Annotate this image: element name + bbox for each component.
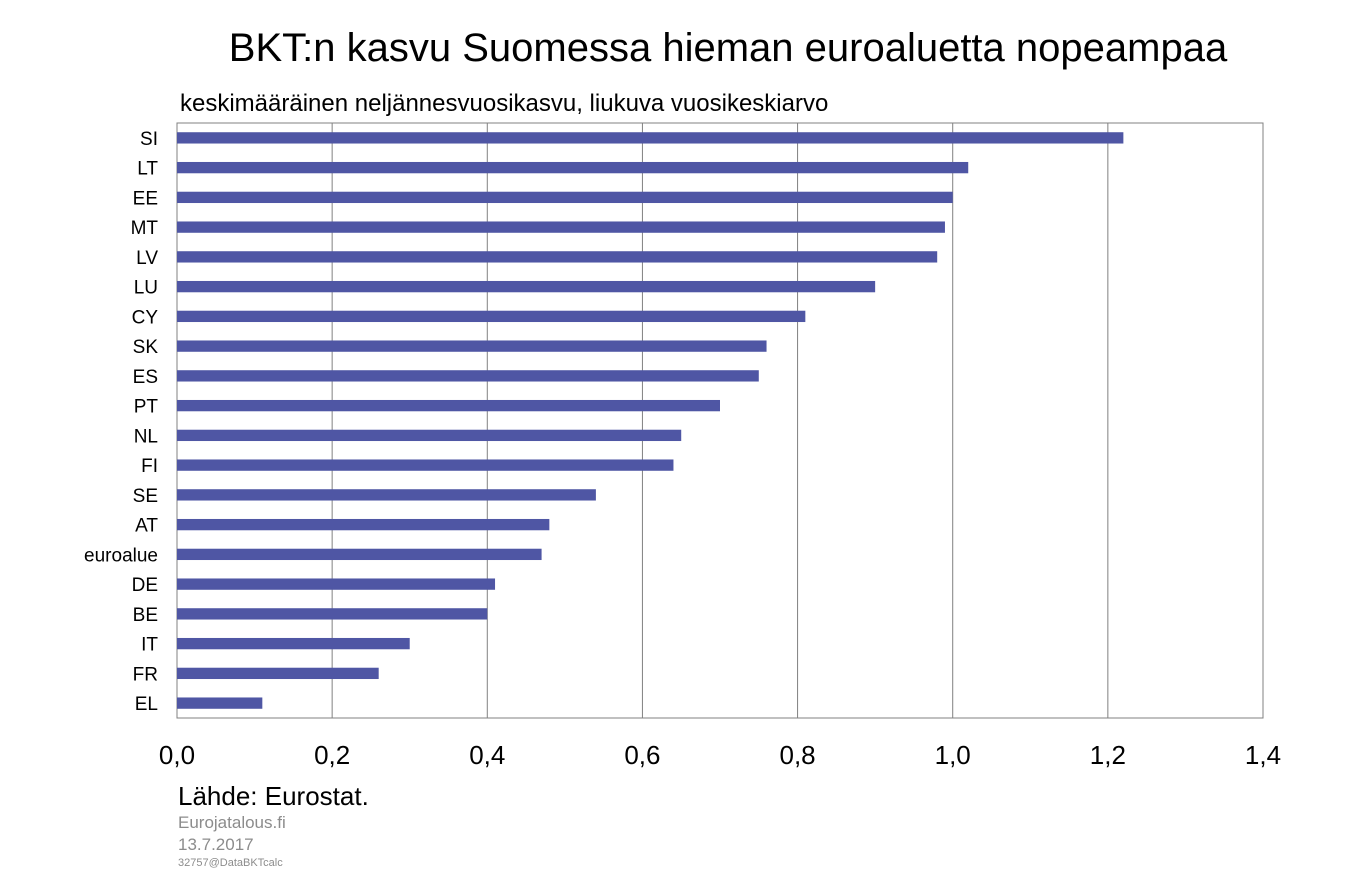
x-tick-label: 1,2	[1090, 740, 1126, 770]
category-label: LT	[137, 159, 158, 180]
bar-EE	[177, 191, 953, 204]
category-label: NL	[134, 426, 158, 447]
category-label: PT	[134, 397, 159, 418]
category-label: DE	[132, 575, 158, 596]
category-label: LV	[136, 248, 158, 269]
category-label: MT	[131, 218, 159, 239]
category-label: EL	[135, 694, 158, 715]
category-label: CY	[132, 307, 159, 328]
plot-area-frame	[176, 122, 1264, 719]
x-tick-label: 1,0	[935, 740, 971, 770]
bar-DE	[177, 578, 496, 590]
bar-BE	[177, 608, 488, 620]
x-tick-labels: 0,0 0,2 0,4 0,6 0,8 1,0 1,2 1,4	[159, 740, 1281, 770]
x-tick-label: 0,2	[314, 740, 350, 770]
date-label: 13.7.2017	[178, 835, 254, 854]
category-label: FR	[133, 664, 158, 685]
bar-euroalue	[177, 548, 542, 561]
chart-subtitle: keskimääräinen neljännesvuosikasvu, liuk…	[180, 90, 829, 117]
bar-MT	[177, 221, 945, 233]
bar-SE	[177, 489, 596, 501]
category-label: SE	[133, 486, 158, 507]
chart-title: BKT:n kasvu Suomessa hieman euroaluetta …	[228, 26, 1228, 70]
category-label: LU	[134, 278, 158, 299]
chart-code-label: 32757@DataBKTcalc	[178, 857, 283, 869]
bar-ES	[177, 370, 759, 382]
bar-FI	[177, 459, 674, 471]
bar-LT	[177, 161, 969, 174]
category-label: AT	[135, 516, 158, 537]
bar-NL	[177, 429, 682, 442]
x-tick-label: 1,4	[1245, 740, 1281, 770]
bar-SK	[177, 340, 767, 352]
bars	[177, 132, 1124, 709]
source-label: Lähde: Eurostat.	[178, 781, 369, 811]
bar-IT	[177, 637, 410, 650]
bar-LU	[177, 280, 876, 293]
bar-SI	[177, 132, 1124, 144]
category-label: SI	[140, 129, 158, 150]
bar-CY	[177, 310, 806, 323]
bar-FR	[177, 667, 379, 680]
category-label: EE	[133, 188, 158, 209]
x-tick-label: 0,8	[779, 740, 815, 770]
x-tick-label: 0,6	[624, 740, 660, 770]
category-label: BE	[133, 605, 158, 626]
bar-AT	[177, 518, 550, 531]
x-tick-label: 0,4	[469, 740, 505, 770]
category-label: IT	[141, 635, 158, 656]
category-label: FI	[141, 456, 158, 477]
bar-PT	[177, 399, 720, 412]
bar-LV	[177, 251, 938, 263]
category-label: euroalue	[84, 545, 158, 566]
x-tick-label: 0,0	[159, 740, 195, 770]
category-label: ES	[133, 367, 158, 388]
bar-EL	[177, 697, 263, 709]
category-label: SK	[133, 337, 159, 358]
category-labels: SI LT EE MT LV LU CY SK ES PT NL FI SE AT euroalue DE BE…	[84, 129, 158, 715]
gridlines	[331, 123, 1109, 718]
publisher-label: Eurojatalous.fi	[178, 813, 286, 832]
